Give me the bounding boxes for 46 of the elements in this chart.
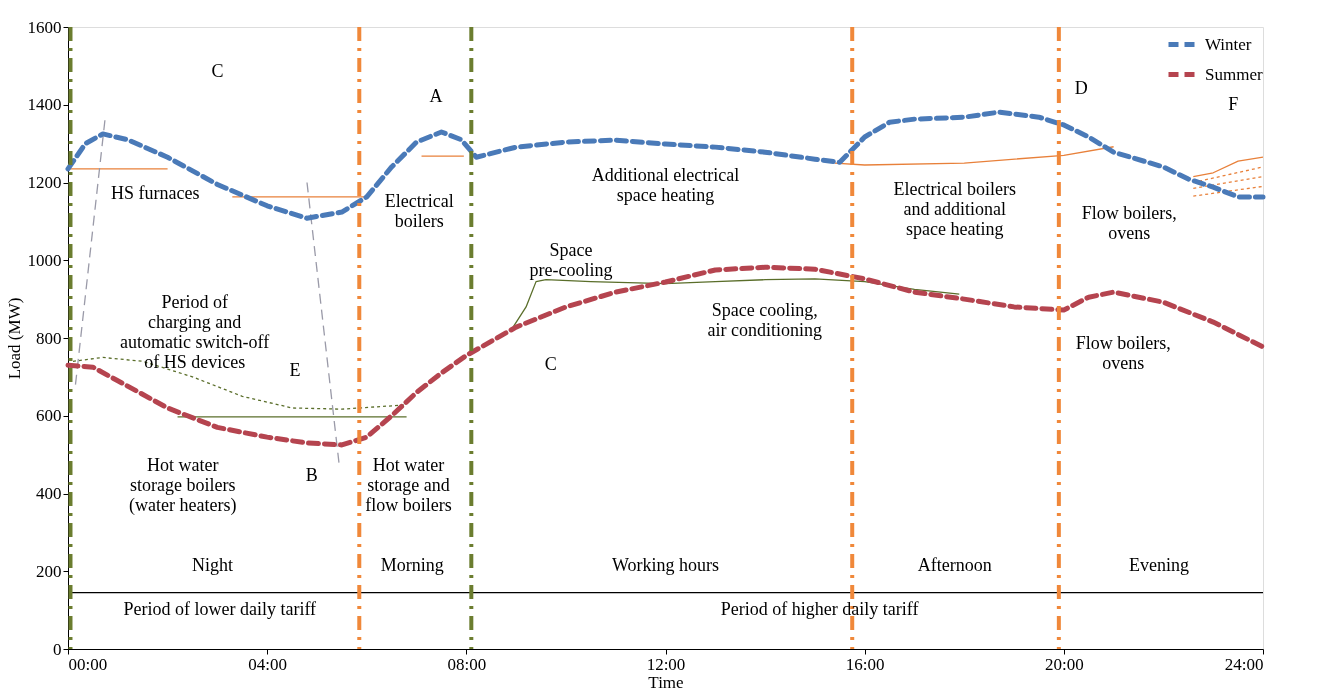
annotation: Afternoon — [917, 554, 992, 575]
annotation: Morning — [380, 554, 444, 575]
annotation: Electrical boilers and additional space heating — [893, 178, 1016, 239]
x-tick-label: 12:00 — [646, 654, 686, 674]
x-tick-label: 00:00 — [68, 654, 108, 674]
annotation: Additional electrical space heating — [591, 165, 740, 206]
annotation: A — [429, 85, 443, 106]
x-axis-title: Time — [648, 672, 684, 692]
y-tick-label: 1600 — [27, 17, 62, 37]
y-tick-label: 400 — [36, 484, 62, 503]
annotation: Electrical boilers — [384, 190, 454, 231]
y-tick-label: 200 — [36, 561, 62, 581]
annotation: Flow boilers, ovens — [1081, 202, 1177, 243]
line-series — [1192, 156, 1264, 178]
x-tick-label: 20:00 — [1044, 654, 1084, 674]
annotation: E — [289, 359, 301, 380]
annotation: Hot water storage and flow boilers — [365, 455, 452, 516]
y-tick-label: 1200 — [27, 173, 62, 192]
annotation: Working hours — [611, 554, 720, 575]
annotation: HS furnaces — [110, 183, 200, 204]
y-tick-label: 600 — [36, 406, 62, 426]
annotation: Flow boilers, ovens — [1075, 333, 1171, 374]
annotation: C — [211, 60, 224, 81]
annotation: Hot water storage boilers (water heaters) — [129, 455, 237, 517]
x-tick-label: 04:00 — [248, 654, 288, 674]
y-axis-title: Load (MW) — [4, 297, 24, 380]
annotation: Period of higher daily tariff — [720, 599, 919, 620]
annotation: Space pre-cooling — [529, 239, 613, 280]
y-tick-label: 800 — [36, 328, 62, 348]
x-tick-label: 16:00 — [845, 654, 885, 674]
x-tick-label: 24:00 — [1224, 654, 1264, 674]
annotation: B — [305, 465, 318, 486]
annotation: D — [1074, 78, 1088, 99]
annotation: C — [544, 354, 557, 375]
legend-label: Summer — [1205, 64, 1263, 84]
y-tick-label: 1400 — [27, 95, 62, 115]
annotation: Space cooling, air conditioning — [707, 299, 822, 340]
x-tick-label: 08:00 — [447, 654, 487, 674]
annotation: Period of charging and automatic switch-off of HS devices — [120, 292, 270, 373]
annotation: Night — [192, 554, 234, 575]
annotation: F — [1228, 93, 1239, 114]
annotation: Period of lower daily tariff — [123, 599, 317, 620]
y-tick-label: 0 — [53, 639, 62, 659]
annotation: Evening — [1129, 554, 1190, 575]
y-tick-label: 1000 — [27, 250, 62, 270]
legend-label: Winter — [1205, 34, 1252, 54]
